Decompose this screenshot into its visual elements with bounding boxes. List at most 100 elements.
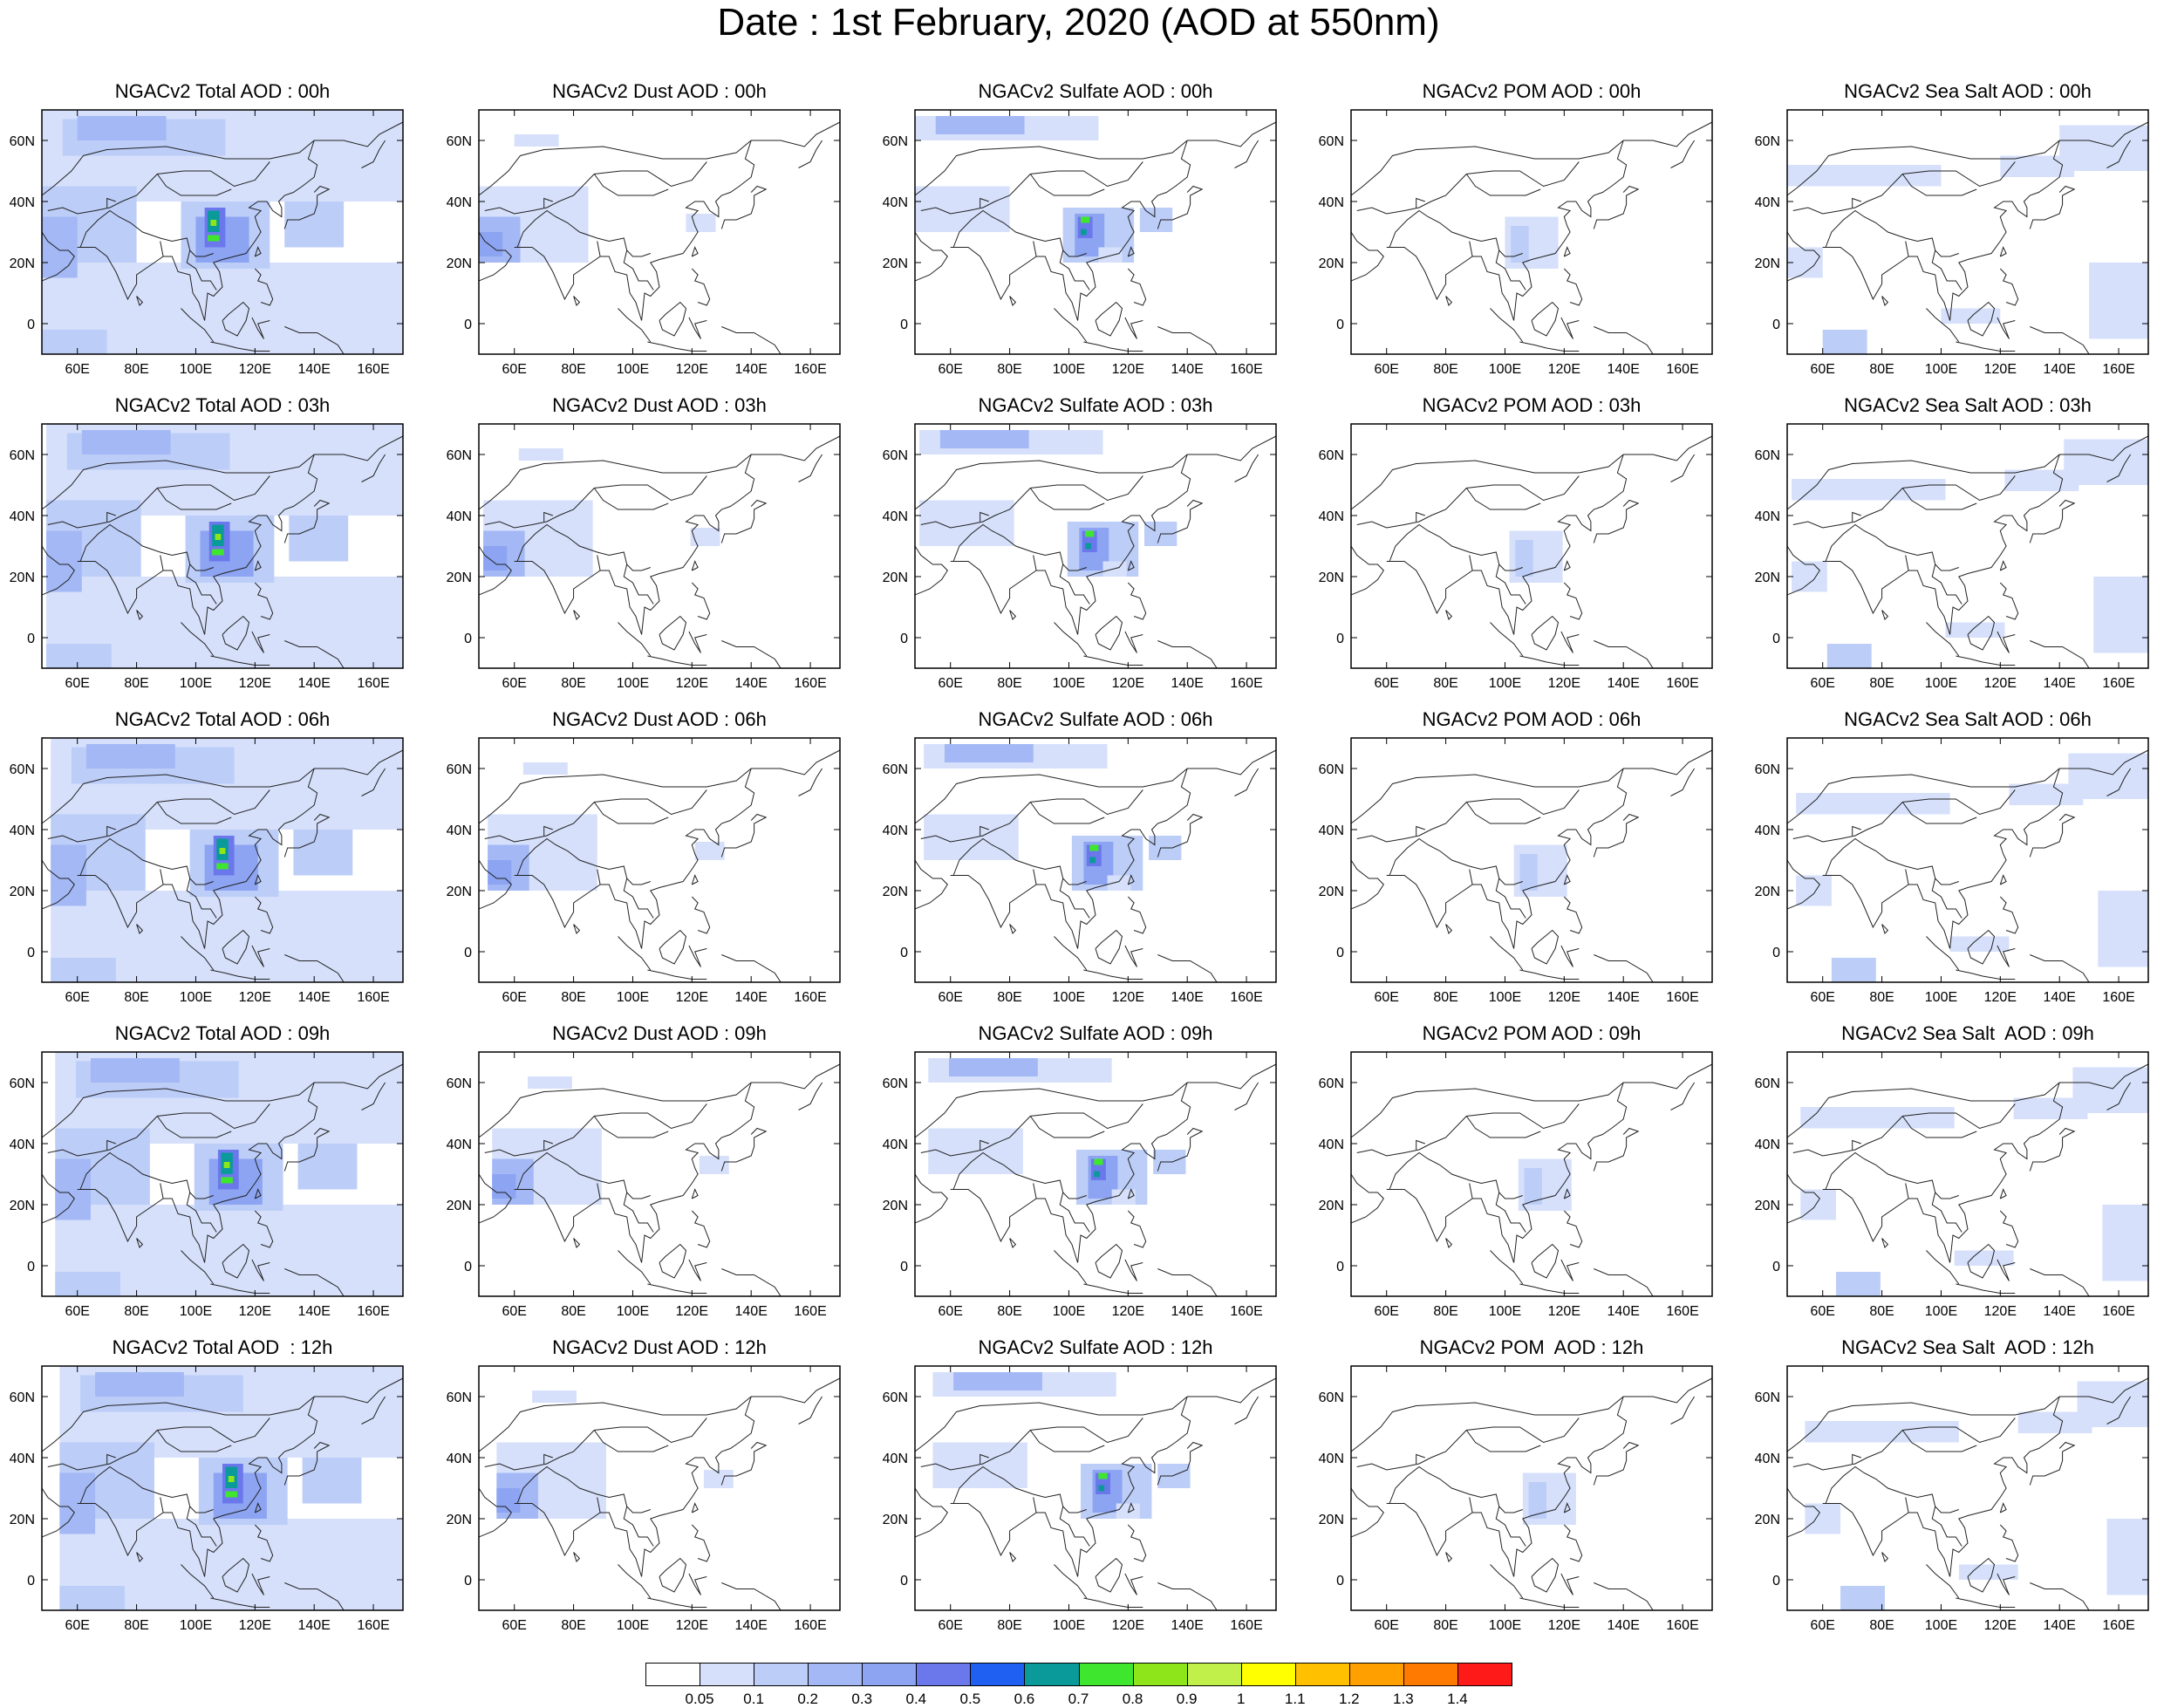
lon-tick-label: 160E xyxy=(1230,362,1262,377)
lat-tick-label: 60N xyxy=(1319,134,1344,149)
aod-field-cell xyxy=(2064,439,2148,485)
lon-tick-label: 140E xyxy=(1171,676,1204,691)
lat-tick-label: 40N xyxy=(883,195,908,210)
aod-field-cell xyxy=(357,1235,403,1290)
coastline xyxy=(516,523,651,571)
lat-tick-label: 60N xyxy=(1755,134,1780,149)
coastline xyxy=(1792,1103,2016,1157)
coastline xyxy=(42,545,75,596)
coastline xyxy=(1234,768,1259,796)
coastline xyxy=(1029,802,1105,824)
coastline xyxy=(1792,161,2016,215)
lon-tick-label: 60E xyxy=(1374,1304,1398,1319)
lon-tick-label: 160E xyxy=(1230,1304,1262,1319)
coastline xyxy=(950,454,1191,635)
lat-tick-label: 0 xyxy=(464,946,472,960)
coastline xyxy=(1825,523,1959,571)
lat-tick-label: 20N xyxy=(10,570,35,585)
coastline xyxy=(160,241,164,257)
aod-field-cell xyxy=(46,530,82,592)
lon-tick-label: 160E xyxy=(1230,1618,1262,1633)
aod-field-cell xyxy=(1949,936,2010,952)
aod-field-cell xyxy=(1835,1272,1881,1296)
coastline xyxy=(222,1243,250,1279)
coastline xyxy=(1083,1283,1143,1294)
coastline xyxy=(691,582,711,620)
coastline xyxy=(2030,1582,2090,1610)
coastline xyxy=(1490,1564,1524,1599)
coastline xyxy=(283,1127,331,1172)
coastline xyxy=(1563,560,1571,571)
coastline xyxy=(1997,1259,2016,1281)
lat-tick-label: 20N xyxy=(1755,570,1780,585)
lat-tick-label: 40N xyxy=(10,823,35,838)
coastline xyxy=(1095,1557,1123,1593)
coastline xyxy=(1157,326,1218,354)
coastline xyxy=(1531,1557,1560,1593)
coastline xyxy=(156,174,232,196)
coastline xyxy=(514,768,755,949)
coastline xyxy=(1531,1243,1560,1279)
coastline xyxy=(222,615,250,651)
coastline xyxy=(1054,308,1088,343)
colorbar-swatch xyxy=(970,1663,1026,1686)
panel-title: NGACv2 Total AOD : 09h xyxy=(114,1022,331,1044)
map-frame xyxy=(41,1051,404,1297)
aod-map: 60E 80E 100E 120E 140E 160E 60N 40N 20N 0 xyxy=(10,423,404,691)
coastline xyxy=(720,1441,768,1486)
coastline xyxy=(1416,1453,1425,1464)
lon-tick-label: 160E xyxy=(357,676,389,691)
lat-tick-label: 40N xyxy=(10,1452,35,1466)
lat-tick-label: 20N xyxy=(1319,885,1344,899)
colorbar-swatch xyxy=(1132,1663,1188,1686)
map-frame xyxy=(1350,737,1713,983)
lat-tick-label: 20N xyxy=(1319,1513,1344,1527)
coastline xyxy=(284,326,345,354)
coastline xyxy=(659,1557,687,1593)
lat-tick-label: 20N xyxy=(447,570,472,585)
lat-tick-label: 60N xyxy=(10,1390,35,1405)
aod-field-cell xyxy=(532,1390,577,1403)
coastline xyxy=(1054,936,1088,971)
aod-field-cell xyxy=(1519,854,1538,891)
coastline xyxy=(181,1564,215,1599)
coastline xyxy=(1822,1396,2064,1577)
panel-title: NGACv2 Total AOD : 12h xyxy=(112,1336,333,1358)
coastline xyxy=(543,825,553,836)
coastline xyxy=(1157,813,1204,857)
coastline xyxy=(1967,615,1996,651)
coastline xyxy=(1999,1188,2007,1199)
coastline xyxy=(1059,1192,1090,1233)
coastline xyxy=(42,121,403,196)
coastline xyxy=(1157,185,1204,229)
lat-tick-label: 60N xyxy=(1319,1390,1344,1405)
coastline xyxy=(597,555,601,571)
coastline xyxy=(1822,454,2064,635)
coastline xyxy=(284,1268,345,1296)
coastline xyxy=(160,869,164,885)
coastline xyxy=(920,475,1143,529)
coastline xyxy=(1029,1116,1105,1138)
lon-tick-label: 160E xyxy=(794,676,826,691)
panel-title: NGACv2 POM AOD : 06h xyxy=(1422,708,1642,730)
aod-field-cell xyxy=(2059,125,2148,171)
aod-map: 60E 80E 100E 120E 140E 160E 60N 40N 20N 0 xyxy=(10,737,404,1005)
coastline xyxy=(980,825,989,836)
coastline xyxy=(1956,341,2016,352)
coastline xyxy=(1490,1250,1524,1285)
coastline xyxy=(1389,209,1523,257)
coastline xyxy=(254,582,274,620)
coastline xyxy=(1999,1502,2007,1513)
aod-map: 60E 80E 100E 120E 140E 160E 60N 40N 20N 0 xyxy=(10,1365,404,1633)
coastline xyxy=(1469,555,1473,571)
lon-tick-label: 60E xyxy=(65,362,89,377)
coastline xyxy=(1519,1283,1580,1294)
lon-tick-label: 80E xyxy=(1433,1304,1457,1319)
lon-tick-label: 120E xyxy=(1548,1618,1580,1633)
lat-tick-label: 60N xyxy=(1755,762,1780,777)
coastline xyxy=(573,296,581,306)
panel-title: NGACv2 POM AOD : 09h xyxy=(1422,1022,1642,1044)
coastline xyxy=(254,896,274,934)
colorbar-label: 0.9 xyxy=(1176,1691,1198,1707)
coastline xyxy=(42,231,75,282)
